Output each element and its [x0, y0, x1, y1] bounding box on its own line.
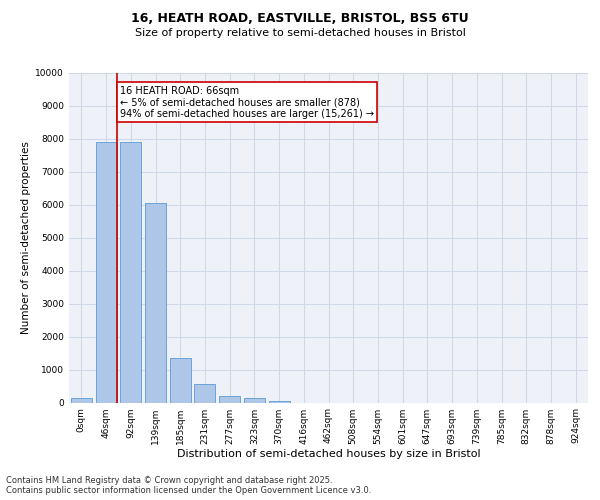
Bar [71, 398, 92, 402]
Bar [244, 398, 265, 402]
Y-axis label: Number of semi-detached properties: Number of semi-detached properties [21, 141, 31, 334]
X-axis label: Distribution of semi-detached houses by size in Bristol: Distribution of semi-detached houses by … [176, 450, 481, 460]
Bar [95, 142, 116, 403]
Bar [120, 142, 141, 403]
Text: Contains HM Land Registry data © Crown copyright and database right 2025.
Contai: Contains HM Land Registry data © Crown c… [6, 476, 371, 495]
Bar [219, 396, 240, 402]
Bar [194, 384, 215, 402]
Bar [145, 203, 166, 402]
Text: 16, HEATH ROAD, EASTVILLE, BRISTOL, BS5 6TU: 16, HEATH ROAD, EASTVILLE, BRISTOL, BS5 … [131, 12, 469, 26]
Bar [269, 400, 290, 402]
Text: 16 HEATH ROAD: 66sqm
← 5% of semi-detached houses are smaller (878)
94% of semi-: 16 HEATH ROAD: 66sqm ← 5% of semi-detach… [120, 86, 374, 119]
Text: Size of property relative to semi-detached houses in Bristol: Size of property relative to semi-detach… [134, 28, 466, 38]
Bar [170, 358, 191, 403]
